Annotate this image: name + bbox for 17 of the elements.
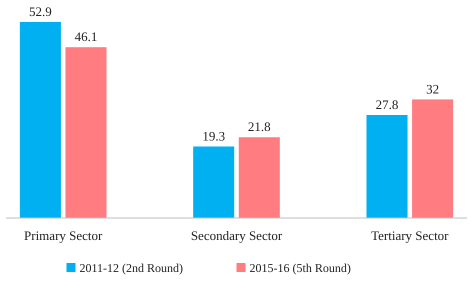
legend-label: 2011-12 (2nd Round) <box>80 261 184 275</box>
bar <box>366 115 408 218</box>
data-label: 21.8 <box>248 119 271 134</box>
bar <box>412 99 454 218</box>
bar <box>20 22 61 218</box>
data-label: 46.1 <box>74 29 98 44</box>
x-tick-label: Secondary Sector <box>190 228 283 243</box>
bar <box>238 137 280 218</box>
bar <box>193 146 234 218</box>
data-label: 27.8 <box>376 97 398 112</box>
data-label: 52.9 <box>29 4 52 19</box>
data-label: 32 <box>426 81 440 96</box>
bar <box>65 47 107 218</box>
legend-label: 2015-16 (5th Round) <box>250 261 351 275</box>
x-tick-label: Tertiary Sector <box>371 228 450 243</box>
x-tick-label: Primary Sector <box>24 228 104 243</box>
data-label: 19.3 <box>202 128 226 144</box>
